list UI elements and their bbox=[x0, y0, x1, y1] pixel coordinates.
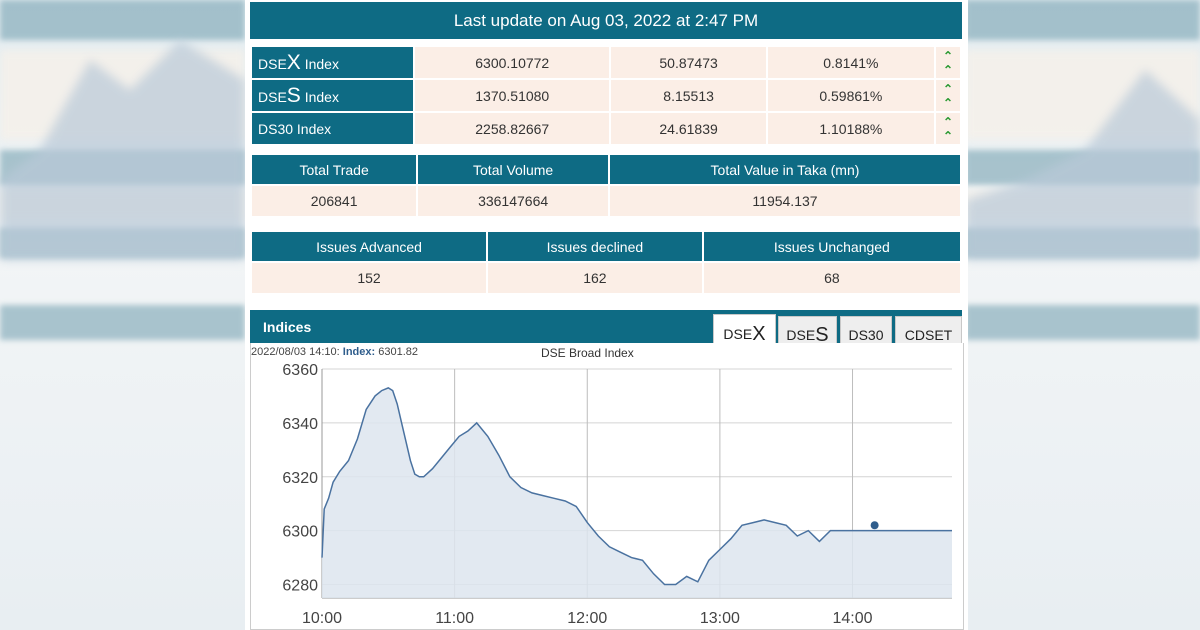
market-summary-panel: Last update on Aug 03, 2022 at 2:47 PM D… bbox=[245, 0, 968, 630]
chart-title: DSE Broad Index bbox=[541, 346, 634, 360]
chart-canvas[interactable]: 6280 6300 6320 6340 6360 10:00 11:00 12:00 13:00… bbox=[251, 343, 965, 630]
index-value: 6300.10772 bbox=[412, 45, 612, 80]
total-volume-value: 336147664 bbox=[416, 184, 610, 218]
issues-advanced-header: Issues Advanced bbox=[249, 230, 489, 263]
index-change: 50.87473 bbox=[609, 45, 768, 80]
issues-unchanged-value: 68 bbox=[701, 261, 963, 295]
y-tick-label: 6280 bbox=[282, 578, 318, 595]
index-value: 1370.51080 bbox=[412, 78, 612, 113]
y-tick-label: 6300 bbox=[282, 524, 318, 541]
table-row: DSES Index 1370.51080 8.15513 0.59861% ⌃… bbox=[250, 78, 962, 113]
issues-unchanged-header: Issues Unchanged bbox=[701, 230, 963, 263]
total-value-header: Total Value in Taka (mn) bbox=[607, 153, 963, 186]
table-row: DSEX Index 6300.10772 50.87473 0.8141% ⌃… bbox=[250, 45, 962, 80]
y-tick-label: 6360 bbox=[282, 362, 318, 379]
total-trade-header: Total Trade bbox=[249, 153, 419, 186]
x-tick-label: 11:00 bbox=[435, 610, 474, 627]
index-value: 2258.82667 bbox=[412, 111, 612, 146]
trade-summary-table: Total Trade Total Volume Total Value in … bbox=[249, 153, 963, 218]
y-tick-label: 6340 bbox=[282, 416, 318, 433]
background-left bbox=[0, 0, 245, 630]
hover-point bbox=[870, 521, 879, 530]
issues-declined-header: Issues declined bbox=[486, 230, 704, 263]
index-name-dses[interactable]: DSES Index bbox=[250, 78, 415, 113]
y-tick-label: 6320 bbox=[282, 470, 318, 487]
indices-title: Indices bbox=[263, 319, 312, 335]
index-percent: 1.10188% bbox=[765, 111, 937, 146]
total-value-value: 11954.137 bbox=[607, 184, 963, 218]
indices-header: Indices DSE X DSE S DS30 CDSET bbox=[250, 310, 962, 353]
double-up-arrow-icon: ⌃ ⌃ bbox=[934, 111, 962, 146]
issues-advanced-value: 152 bbox=[249, 261, 489, 295]
x-tick-label: 10:00 bbox=[302, 610, 342, 627]
index-change: 24.61839 bbox=[609, 111, 768, 146]
double-up-arrow-icon: ⌃ ⌃ bbox=[934, 45, 962, 80]
hover-readout: 2022/08/03 14:10: Index: 6301.82 bbox=[251, 346, 418, 358]
index-percent: 0.8141% bbox=[765, 45, 937, 80]
total-volume-header: Total Volume bbox=[416, 153, 610, 186]
index-name-ds30[interactable]: DS30 Index bbox=[250, 111, 415, 146]
double-up-arrow-icon: ⌃ ⌃ bbox=[934, 78, 962, 113]
x-tick-label: 14:00 bbox=[833, 610, 873, 627]
x-tick-label: 13:00 bbox=[700, 610, 740, 627]
background-right bbox=[965, 0, 1200, 630]
index-chart: 2022/08/03 14:10: Index: 6301.82 DSE Bro… bbox=[250, 343, 964, 630]
total-trade-value: 206841 bbox=[249, 184, 419, 218]
last-update-bar: Last update on Aug 03, 2022 at 2:47 PM bbox=[250, 2, 962, 39]
index-change: 8.15513 bbox=[609, 78, 768, 113]
issues-summary-table: Issues Advanced Issues declined Issues U… bbox=[249, 230, 963, 295]
index-table: DSEX Index 6300.10772 50.87473 0.8141% ⌃… bbox=[250, 45, 962, 146]
series-line bbox=[321, 387, 952, 586]
issues-declined-value: 162 bbox=[486, 261, 704, 295]
index-name-dsex[interactable]: DSEX Index bbox=[250, 45, 415, 80]
index-percent: 0.59861% bbox=[765, 78, 937, 113]
series-area bbox=[322, 387, 952, 598]
table-row: DS30 Index 2258.82667 24.61839 1.10188% … bbox=[250, 111, 962, 146]
x-tick-label: 12:00 bbox=[567, 610, 607, 627]
